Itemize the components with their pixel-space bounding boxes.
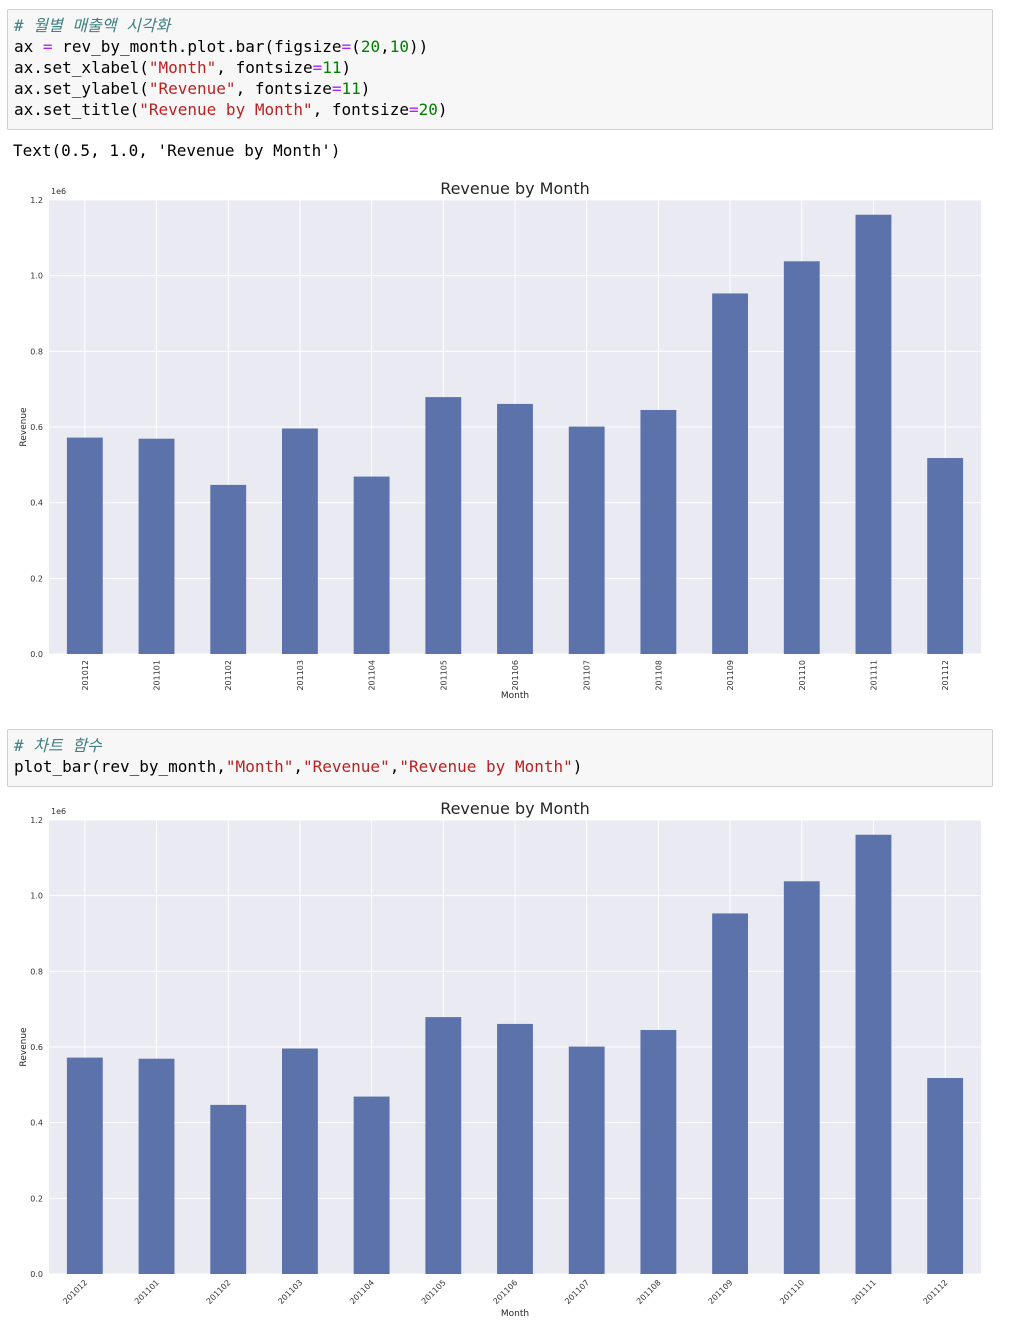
chart-title: Revenue by Month — [440, 799, 590, 818]
x-tick-label: 201104 — [368, 660, 377, 691]
bar-201112 — [927, 1078, 964, 1274]
bar-201102 — [210, 484, 247, 654]
x-tick-label: 201101 — [153, 660, 162, 691]
x-tick-label: 201012 — [61, 1278, 89, 1306]
bar-201109 — [712, 293, 748, 654]
bar-201111 — [855, 834, 892, 1274]
code-editor-2[interactable]: # 차트 함수 plot_bar(rev_by_month,"Month","R… — [14, 736, 583, 776]
y-tick-label: 0.8 — [30, 347, 43, 356]
bar-201112 — [927, 458, 964, 654]
bar-201101 — [138, 1058, 175, 1274]
bar-201101 — [138, 438, 175, 654]
revenue-chart-1: 0.0 0.2 0.4 0.6 0.8 1.0 1.2 1e6 201012 201101 2011… — [19, 179, 981, 701]
bar-201105 — [425, 397, 462, 654]
x-tick-label: 201107 — [583, 660, 592, 691]
bar-201103 — [282, 428, 318, 654]
y-tick-label: 0.6 — [30, 1043, 43, 1052]
bar-201110 — [783, 261, 820, 654]
y-tick-label: 0.6 — [30, 423, 43, 432]
x-tick-label: 201111 — [869, 660, 878, 691]
y-tick-label: 0.4 — [30, 499, 43, 508]
x-tick-label: 201108 — [654, 660, 663, 691]
bar-201107 — [568, 1046, 605, 1274]
y-tick-label: 0.4 — [30, 1119, 43, 1128]
x-tick-label: 201110 — [778, 1278, 806, 1306]
y-axis-label: Revenue — [19, 407, 29, 447]
bar-201105 — [425, 1017, 462, 1274]
y-tick-label: 1.2 — [30, 816, 43, 825]
y-tick-label: 0.2 — [30, 574, 43, 583]
y-tick-label: 1.0 — [30, 272, 43, 281]
chart-title: Revenue by Month — [440, 179, 590, 198]
code-comment: # 월별 매출액 시각화 — [14, 16, 171, 35]
x-tick-label: 201104 — [348, 1278, 376, 1306]
x-tick-label: 201106 — [511, 660, 520, 691]
x-tick-label: 201102 — [224, 660, 233, 691]
code-editor-1[interactable]: # 월별 매출액 시각화 ax = rev_by_month.plot.bar(… — [14, 16, 448, 119]
x-tick-label: 201103 — [296, 660, 305, 691]
y-offset-label: 1e6 — [51, 807, 66, 816]
y-offset-label: 1e6 — [51, 187, 66, 196]
y-tick-label: 0.8 — [30, 967, 43, 976]
x-tick-label: 201105 — [420, 1278, 448, 1306]
bar-201110 — [783, 881, 820, 1274]
code-cell-2[interactable]: # 차트 함수 plot_bar(rev_by_month,"Month","R… — [7, 729, 993, 787]
bar-201104 — [353, 1096, 390, 1274]
revenue-chart-2: 0.0 0.2 0.4 0.6 0.8 1.0 1.2 1e6 201012 201101 2011… — [19, 799, 981, 1319]
code-comment: # 차트 함수 — [14, 736, 102, 755]
x-tick-label: 201103 — [276, 1278, 304, 1306]
x-tick-label: 201110 — [798, 660, 807, 691]
x-tick-label: 201112 — [922, 1278, 950, 1306]
x-tick-label: 201109 — [726, 660, 735, 691]
x-tick-label: 201111 — [850, 1278, 878, 1306]
y-tick-label: 0.2 — [30, 1194, 43, 1203]
x-axis-label: Month — [501, 691, 529, 701]
x-tick-label: 201107 — [563, 1278, 591, 1306]
cell-output-text: Text(0.5, 1.0, 'Revenue by Month') — [13, 141, 341, 160]
bar-201102 — [210, 1104, 247, 1274]
bar-201108 — [640, 1029, 677, 1274]
x-tick-label: 201101 — [133, 1278, 161, 1306]
bar-201109 — [712, 913, 748, 1274]
bar-201111 — [855, 214, 892, 654]
y-axis-label: Revenue — [19, 1027, 29, 1067]
x-tick-label: 201012 — [81, 660, 90, 691]
bar-201103 — [282, 1048, 318, 1274]
x-tick-label: 201108 — [635, 1278, 663, 1306]
bar-201106 — [497, 1023, 533, 1274]
x-tick-label: 201106 — [491, 1278, 519, 1306]
bar-201012 — [66, 1057, 103, 1274]
x-tick-label: 201112 — [941, 660, 950, 691]
bar-201107 — [568, 426, 605, 654]
code-cell-1[interactable]: # 월별 매출액 시각화 ax = rev_by_month.plot.bar(… — [7, 9, 993, 130]
y-tick-label: 1.0 — [30, 892, 43, 901]
bar-201106 — [497, 403, 533, 654]
y-tick-label: 0.0 — [30, 1270, 43, 1279]
x-tick-label: 201109 — [707, 1278, 735, 1306]
y-tick-label: 0.0 — [30, 650, 43, 659]
x-tick-label: 201105 — [439, 660, 448, 691]
bar-201104 — [353, 476, 390, 654]
bar-201108 — [640, 409, 677, 654]
y-tick-label: 1.2 — [30, 196, 43, 205]
x-tick-label: 201102 — [205, 1278, 233, 1306]
x-axis-label: Month — [501, 1309, 529, 1319]
bar-201012 — [66, 437, 103, 654]
